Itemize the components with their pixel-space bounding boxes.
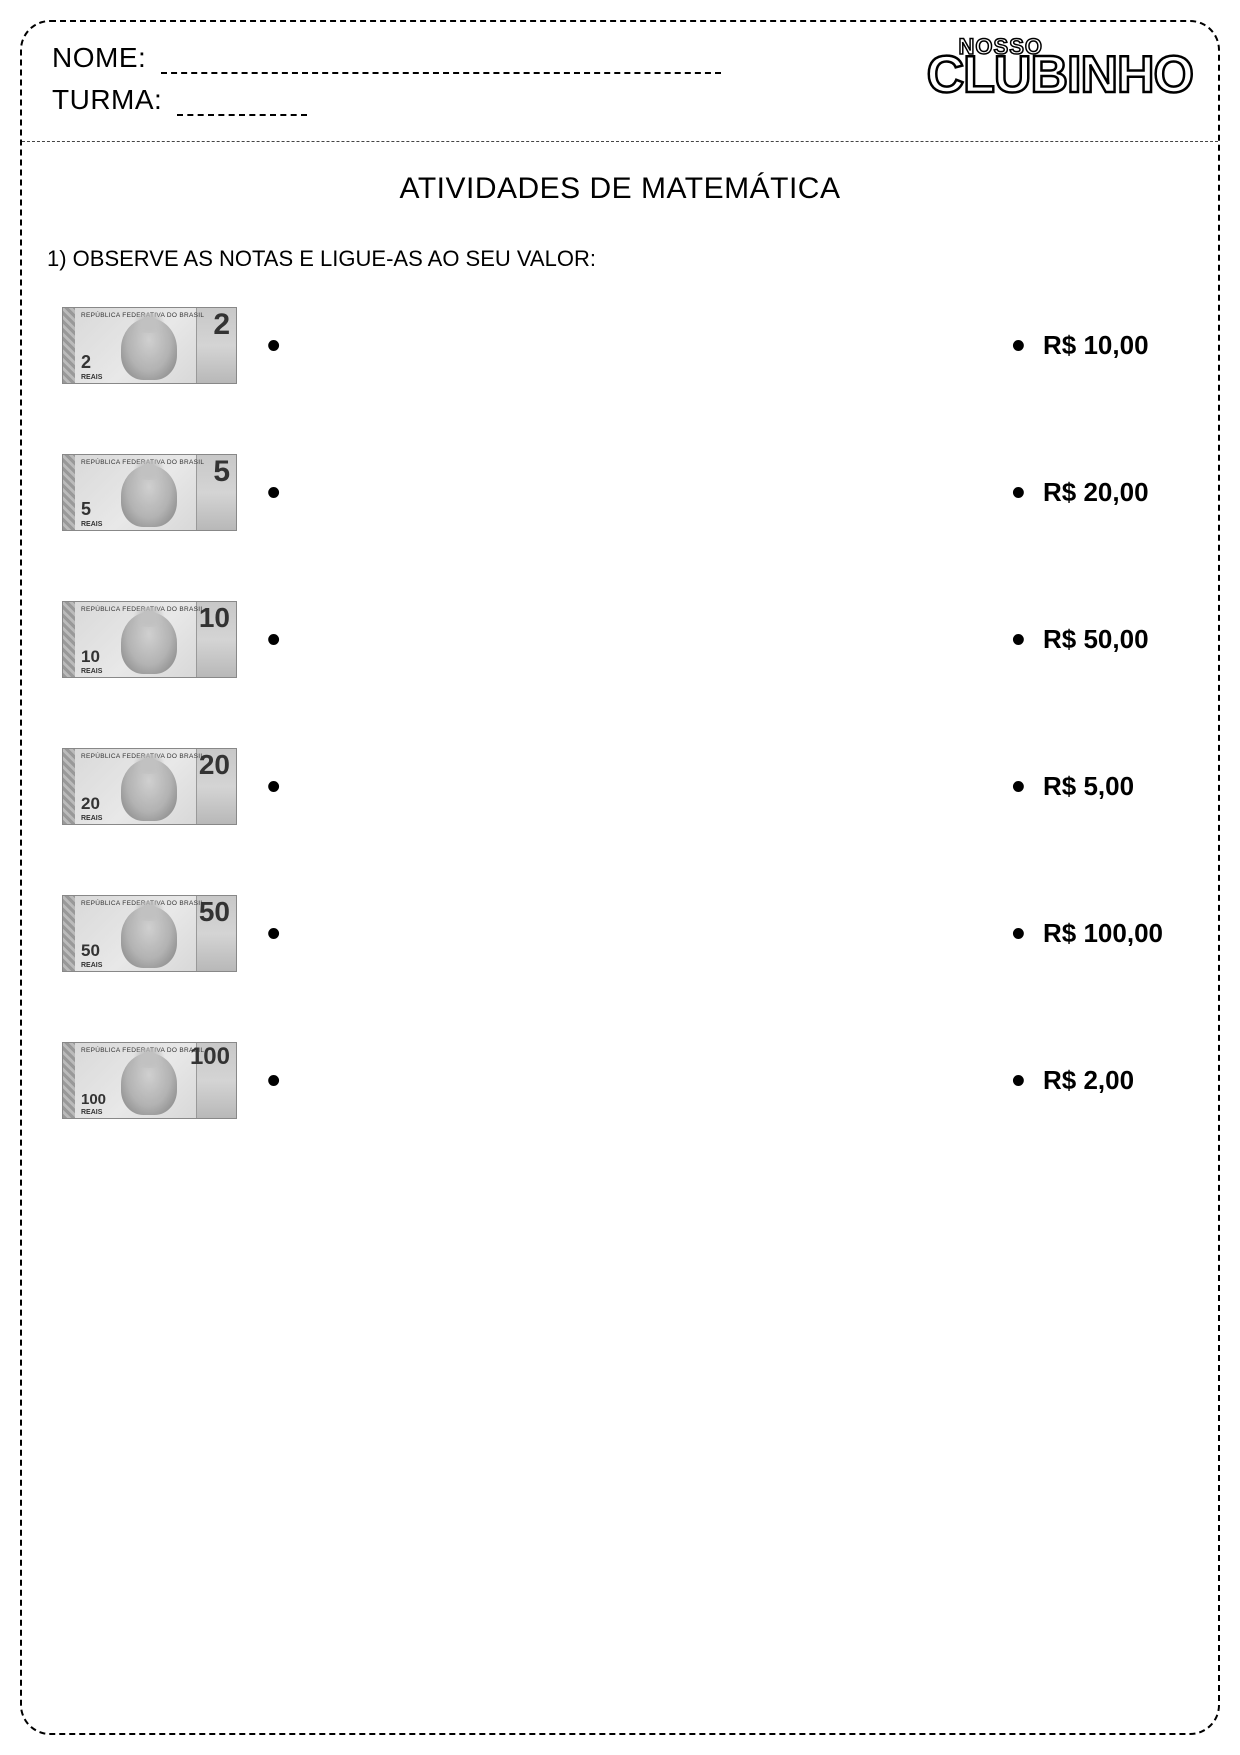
bullet-right: • — [1012, 474, 1025, 512]
banknote-10: REPÚBLICA FEDERATIVA DO BRASIL1010REAIS — [62, 601, 237, 678]
bullet-right: • — [1012, 1062, 1025, 1100]
bullet-left: • — [267, 1062, 280, 1100]
note-effigy — [121, 906, 177, 968]
note-strip — [63, 455, 75, 530]
value-label: R$ 5,00 — [1043, 771, 1193, 802]
bullet-left: • — [267, 474, 280, 512]
note-reais-text: REAIS — [81, 374, 102, 381]
note-big-value: 5 — [213, 455, 230, 489]
value-label: R$ 100,00 — [1043, 918, 1193, 949]
note-big-value: 2 — [213, 308, 230, 342]
match-row: REPÚBLICA FEDERATIVA DO BRASIL5050REAIS•… — [47, 895, 1193, 972]
value-label: R$ 2,00 — [1043, 1065, 1193, 1096]
note-reais-text: REAIS — [81, 668, 102, 675]
note-big-value: 20 — [199, 749, 230, 781]
note-small-value: 10 — [81, 647, 100, 667]
match-row: REPÚBLICA FEDERATIVA DO BRASIL1010REAIS•… — [47, 601, 1193, 678]
note-big-value: 10 — [199, 602, 230, 634]
note-reais-text: REAIS — [81, 1109, 102, 1116]
page-title: ATIVIDADES DE MATEMÁTICA — [47, 172, 1193, 206]
note-effigy — [121, 318, 177, 380]
instruction-text: 1) OBSERVE AS NOTAS E LIGUE-AS AO SEU VA… — [47, 246, 1193, 272]
value-label: R$ 20,00 — [1043, 477, 1193, 508]
note-effigy — [121, 1053, 177, 1115]
note-reais-text: REAIS — [81, 815, 102, 822]
note-small-value: 2 — [81, 352, 91, 373]
name-label: NOME: — [52, 42, 146, 73]
banknote-20: REPÚBLICA FEDERATIVA DO BRASIL2020REAIS — [62, 748, 237, 825]
note-strip — [63, 896, 75, 971]
note-small-value: 5 — [81, 499, 91, 520]
match-row: REPÚBLICA FEDERATIVA DO BRASIL2020REAIS•… — [47, 748, 1193, 825]
note-effigy — [121, 465, 177, 527]
note-small-value: 100 — [81, 1091, 106, 1108]
bullet-right: • — [1012, 915, 1025, 953]
name-line[interactable] — [161, 52, 721, 74]
note-small-value: 20 — [81, 794, 100, 814]
match-row: REPÚBLICA FEDERATIVA DO BRASIL22REAIS••R… — [47, 307, 1193, 384]
body-area: ATIVIDADES DE MATEMÁTICA 1) OBSERVE AS N… — [22, 142, 1218, 1214]
value-label: R$ 10,00 — [1043, 330, 1193, 361]
note-strip — [63, 1043, 75, 1118]
banknote-2: REPÚBLICA FEDERATIVA DO BRASIL22REAIS — [62, 307, 237, 384]
bullet-right: • — [1012, 621, 1025, 659]
note-strip — [63, 602, 75, 677]
bullet-right: • — [1012, 327, 1025, 365]
match-row: REPÚBLICA FEDERATIVA DO BRASIL100100REAI… — [47, 1042, 1193, 1119]
note-effigy — [121, 612, 177, 674]
note-big-value: 50 — [199, 896, 230, 928]
note-reais-text: REAIS — [81, 962, 102, 969]
note-big-value: 100 — [190, 1043, 230, 1071]
note-small-value: 50 — [81, 941, 100, 961]
banknote-100: REPÚBLICA FEDERATIVA DO BRASIL100100REAI… — [62, 1042, 237, 1119]
bullet-left: • — [267, 915, 280, 953]
note-reais-text: REAIS — [81, 521, 102, 528]
bullet-left: • — [267, 327, 280, 365]
logo-main-text: CLUBINHO — [873, 52, 1193, 99]
bullet-left: • — [267, 621, 280, 659]
value-label: R$ 50,00 — [1043, 624, 1193, 655]
header-section: NOME: TURMA: NOSSO CLUBINHO — [22, 22, 1218, 142]
note-strip — [63, 749, 75, 824]
turma-line[interactable] — [177, 94, 307, 116]
note-effigy — [121, 759, 177, 821]
banknote-50: REPÚBLICA FEDERATIVA DO BRASIL5050REAIS — [62, 895, 237, 972]
banknote-5: REPÚBLICA FEDERATIVA DO BRASIL55REAIS — [62, 454, 237, 531]
turma-label: TURMA: — [52, 84, 162, 115]
bullet-right: • — [1012, 768, 1025, 806]
bullet-left: • — [267, 768, 280, 806]
match-row: REPÚBLICA FEDERATIVA DO BRASIL55REAIS••R… — [47, 454, 1193, 531]
note-strip — [63, 308, 75, 383]
match-rows-container: REPÚBLICA FEDERATIVA DO BRASIL22REAIS••R… — [47, 307, 1193, 1119]
logo: NOSSO CLUBINHO — [873, 34, 1193, 99]
worksheet-page: NOME: TURMA: NOSSO CLUBINHO ATIVIDADES D… — [20, 20, 1220, 1735]
